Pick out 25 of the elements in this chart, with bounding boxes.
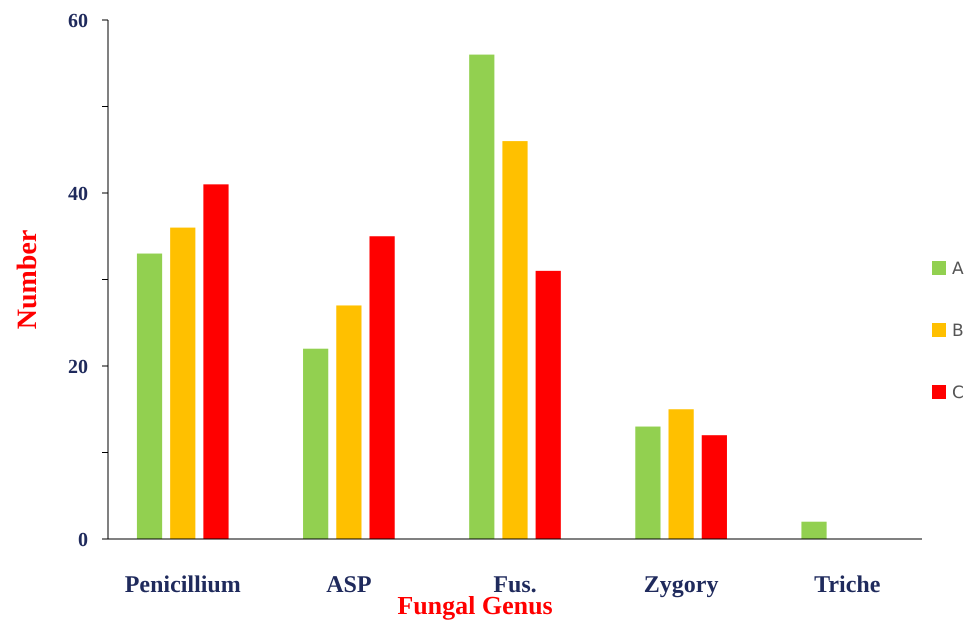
y-tick-label: 0	[78, 529, 88, 551]
bar	[801, 522, 827, 539]
x-tick-label: Penicillium	[124, 572, 241, 598]
bar	[203, 184, 229, 539]
bar	[369, 236, 395, 539]
legend-label: C	[952, 382, 964, 403]
bar	[668, 409, 694, 539]
bar	[469, 54, 494, 539]
x-tick-label: Zygory	[644, 572, 718, 598]
y-tick-label: 20	[68, 356, 88, 378]
bar	[536, 270, 561, 539]
y-tick-label: 60	[68, 10, 88, 32]
bar	[336, 305, 362, 539]
x-tick-label: Triche	[814, 572, 881, 598]
y-tick-label: 40	[68, 183, 88, 205]
bar	[502, 141, 528, 539]
legend-label: A	[952, 258, 964, 279]
bar	[702, 435, 727, 539]
bar	[303, 348, 328, 539]
legend-label: B	[952, 320, 964, 341]
y-axis-title: Number	[12, 230, 43, 330]
bar	[170, 228, 196, 539]
bar	[635, 426, 661, 539]
bar	[136, 254, 162, 539]
x-tick-label: ASP	[326, 572, 372, 598]
